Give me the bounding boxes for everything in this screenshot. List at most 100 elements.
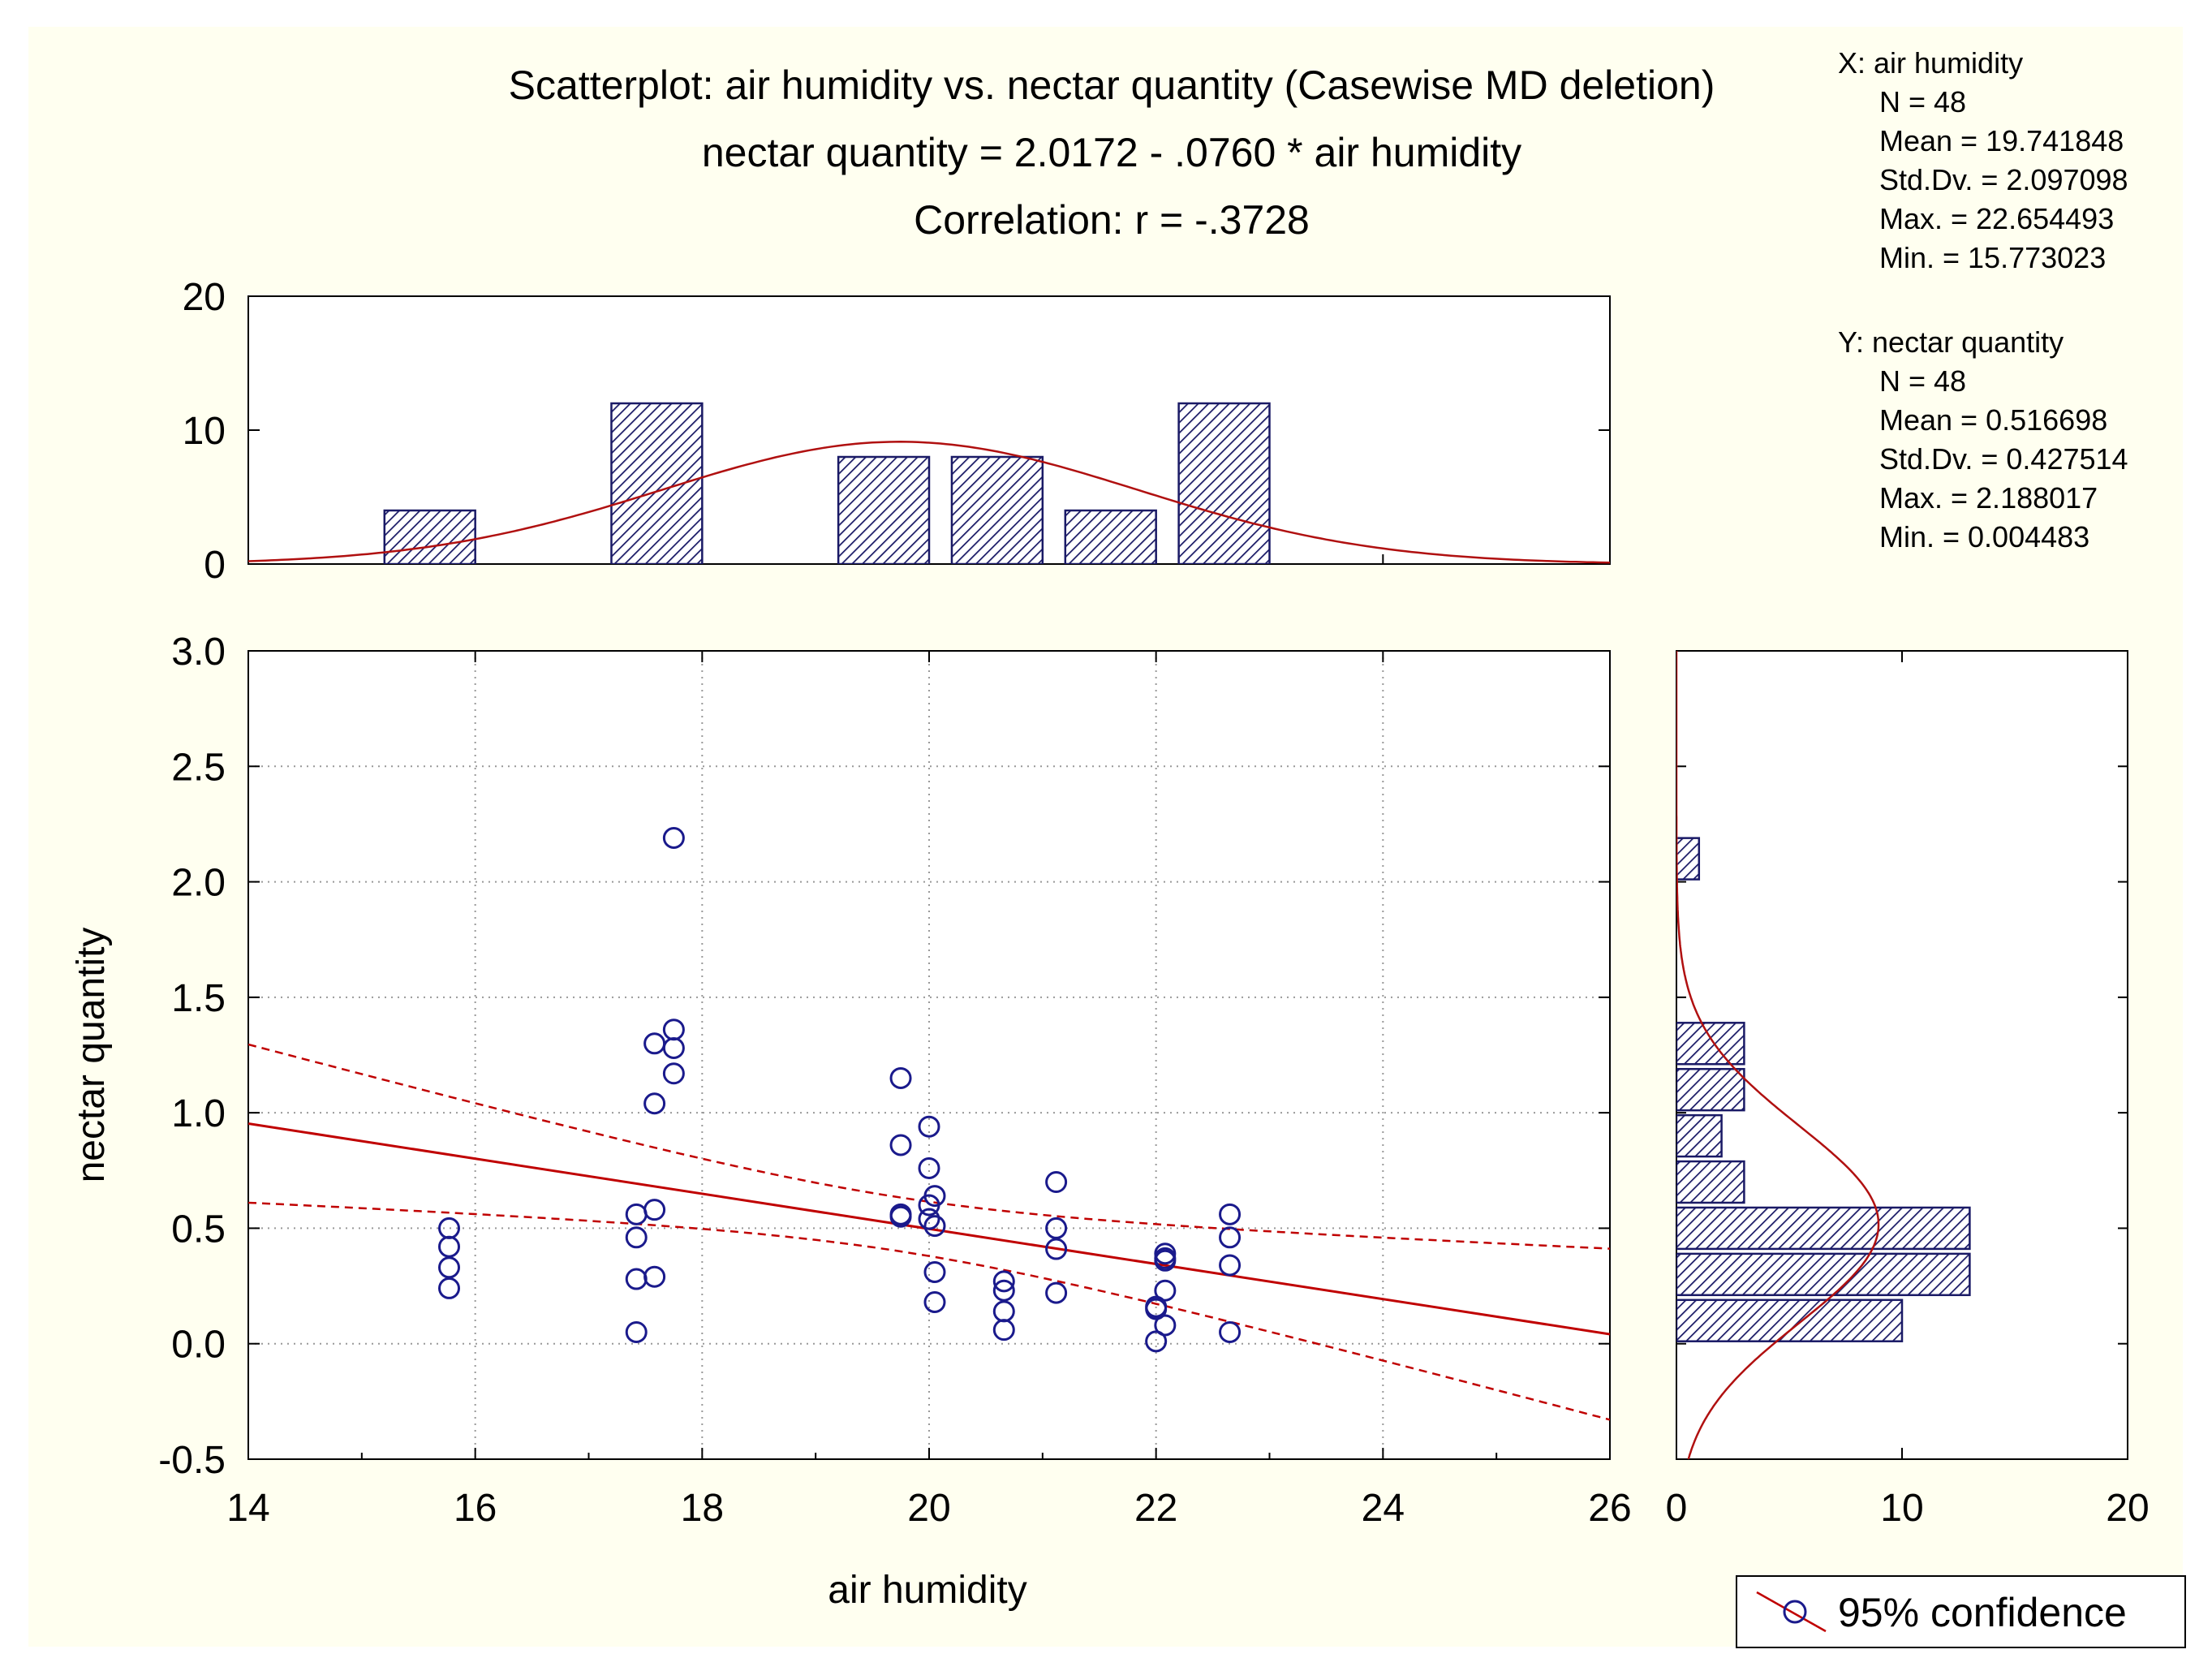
data-point <box>662 1062 685 1085</box>
data-point <box>1045 1171 1068 1194</box>
x-statistics: X: air humidity N = 48 Mean = 19.741848 … <box>1838 46 2128 274</box>
data-point <box>1145 1298 1168 1320</box>
y-hist-bar <box>1676 1067 1745 1112</box>
x-hist-tick-label: 10 <box>183 410 226 453</box>
data-point <box>438 1235 461 1258</box>
data-point <box>1219 1203 1242 1225</box>
y-tick-label: 2.5 <box>171 746 226 789</box>
y-hist-bar <box>1676 837 1701 881</box>
legend-circle-icon <box>1783 1600 1807 1624</box>
y-tick-label: 3.0 <box>171 631 226 674</box>
y-hist-bar <box>1676 1298 1904 1342</box>
y-tick-label: -0.5 <box>158 1439 226 1482</box>
data-point <box>625 1226 648 1249</box>
y-tick-label: 1.5 <box>171 977 226 1020</box>
data-point <box>918 1115 940 1138</box>
y-hist-bar <box>1676 1252 1971 1297</box>
y-hist-tick-label: 0 <box>1666 1487 1688 1530</box>
data-point <box>1154 1314 1177 1337</box>
legend-box <box>1736 1575 2186 1648</box>
data-point <box>438 1277 461 1299</box>
y-histogram-ticks <box>1676 650 2128 1460</box>
x-hist-bar <box>1177 402 1271 564</box>
legend: 95% confidence <box>1736 1575 2186 1648</box>
y-tick-label: 2.0 <box>171 862 226 905</box>
data-points <box>438 827 1242 1353</box>
x-tick-label: 18 <box>681 1487 724 1530</box>
data-point <box>918 1156 940 1179</box>
x-hist-bar <box>1064 509 1157 564</box>
y-stats-sd: Std.Dv. = 0.427514 <box>1879 442 2128 476</box>
data-point <box>625 1320 648 1343</box>
y-axis-label: nectar quantity <box>70 928 113 1183</box>
data-point <box>889 1205 912 1228</box>
y-hist-tick-label: 10 <box>1880 1487 1923 1530</box>
data-point <box>1154 1279 1177 1302</box>
y-stats-max: Max. = 2.188017 <box>1879 481 2098 515</box>
data-point <box>923 1215 946 1238</box>
data-point <box>889 1066 912 1089</box>
y-hist-tick-label: 20 <box>2106 1487 2149 1530</box>
y-stats-mean: Mean = 0.516698 <box>1879 403 2107 437</box>
data-point <box>1219 1254 1242 1277</box>
data-point <box>438 1256 461 1279</box>
y-stats-n: N = 48 <box>1879 364 1966 398</box>
data-point <box>643 1265 666 1288</box>
legend-line-icon <box>1756 1591 1827 1633</box>
data-point <box>1145 1330 1168 1353</box>
x-hist-tick-label: 0 <box>204 544 226 587</box>
tick-labels: 14 16 18 20 22 24 26 -0.5 0.0 0.5 1.0 1.5 2.0 2.5 3.0 0… <box>158 276 2149 1530</box>
legend-label: 95% confidence <box>1838 1590 2127 1635</box>
x-tick-label: 16 <box>454 1487 497 1530</box>
data-point <box>1045 1238 1068 1260</box>
x-hist-bar <box>610 402 704 564</box>
scatter-ticks <box>247 650 1611 1460</box>
x-hist-tick-label: 20 <box>183 276 226 319</box>
y-histogram-bars <box>1676 837 1971 1342</box>
y-hist-bar <box>1676 1160 1745 1204</box>
x-tick-label: 26 <box>1588 1487 1631 1530</box>
y-stats-header: Y: nectar quantity <box>1838 325 2064 359</box>
x-tick-label: 14 <box>226 1487 269 1530</box>
x-hist-bar <box>837 455 931 564</box>
x-stats-header: X: air humidity <box>1838 46 2023 80</box>
y-tick-label: 0.5 <box>171 1208 226 1251</box>
x-axis-label: air humidity <box>828 1569 1026 1612</box>
data-point <box>923 1260 946 1283</box>
x-normal-curve <box>248 441 1610 564</box>
data-point <box>1154 1247 1177 1269</box>
regression-equation: nectar quantity = 2.0172 - .0760 * air h… <box>702 130 1521 175</box>
y-tick-label: 1.0 <box>171 1092 226 1135</box>
data-point <box>643 1199 666 1221</box>
x-tick-label: 24 <box>1362 1487 1405 1530</box>
y-hist-bar <box>1676 1113 1723 1158</box>
x-stats-min: Min. = 15.773023 <box>1879 241 2106 274</box>
correlation-label: Correlation: r = -.3728 <box>914 197 1310 243</box>
data-point <box>1219 1226 1242 1249</box>
y-hist-bar <box>1676 1206 1971 1251</box>
confidence-band-lower <box>248 1201 1610 1421</box>
y-normal-curve <box>1676 651 1880 1459</box>
x-stats-max: Max. = 22.654493 <box>1879 202 2114 235</box>
data-point <box>1045 1217 1068 1239</box>
x-stats-n: N = 48 <box>1879 85 1966 118</box>
data-point <box>889 1134 912 1156</box>
x-stats-mean: Mean = 19.741848 <box>1879 124 2124 157</box>
data-point <box>992 1270 1015 1293</box>
data-point <box>992 1319 1015 1342</box>
data-point <box>1045 1281 1068 1304</box>
data-point <box>662 827 685 850</box>
data-point <box>918 1208 940 1230</box>
y-statistics: Y: nectar quantity N = 48 Mean = 0.51669… <box>1838 325 2128 553</box>
chart-title: Scatterplot: air humidity vs. nectar qua… <box>509 62 1715 108</box>
x-histogram-bars <box>383 402 1271 564</box>
x-hist-bar <box>383 509 476 564</box>
data-point <box>992 1279 1015 1302</box>
data-point <box>923 1185 946 1208</box>
data-point <box>662 1036 685 1059</box>
data-point <box>643 1092 666 1115</box>
scatter-gridlines <box>248 651 1610 1459</box>
x-stats-sd: Std.Dv. = 2.097098 <box>1879 163 2128 196</box>
x-tick-label: 20 <box>907 1487 950 1530</box>
